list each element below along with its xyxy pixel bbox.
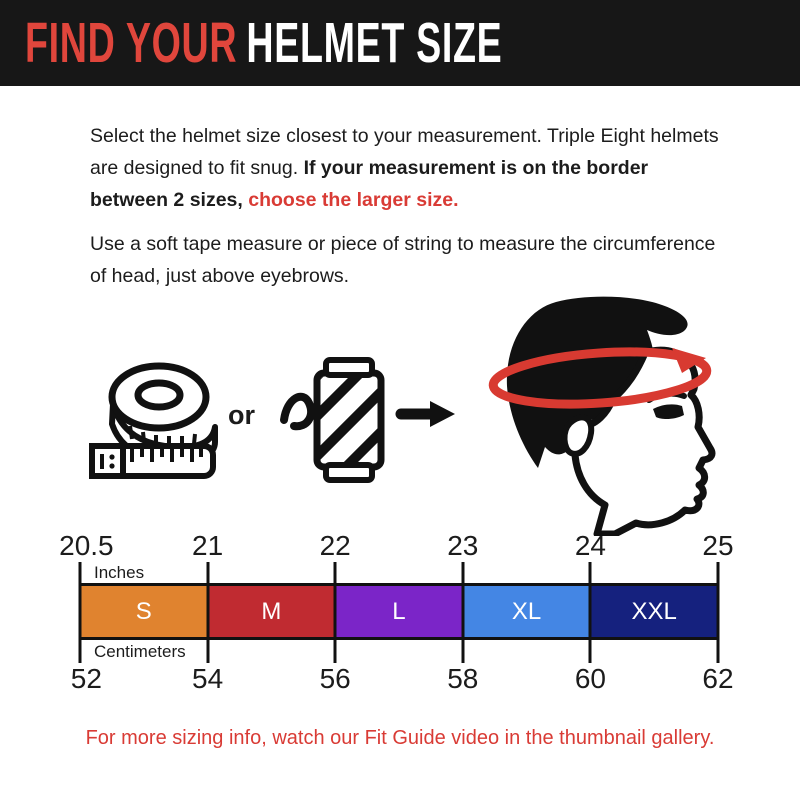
choose-larger-size-text: choose the larger size. [248,189,459,211]
measure-paragraph: Use a soft tape measure or piece of stri… [90,228,730,292]
inch-label: 22 [319,530,351,561]
tape-measure-icon [89,362,218,479]
inch-label: 20.5 [59,530,114,561]
cm-label: 60 [574,663,606,694]
size-band-bar: S M L XL XXL [80,583,718,640]
cm-label: 56 [319,663,351,694]
size-band-s: S [80,586,208,637]
inch-label: 25 [702,530,734,561]
measure-line-1: Use a soft tape measure or piece of stri… [90,233,716,255]
size-band-l: L [335,586,463,637]
scale-tick [588,562,592,663]
intro-paragraph: Select the helmet size closest to your m… [90,120,730,216]
measuring-band-ellipse [488,347,712,409]
scale-tick [716,562,720,663]
cm-label: 62 [702,663,734,694]
size-band-xl: XL [462,586,591,637]
scale-tick [78,562,82,663]
head-profile-with-measuring-band-icon [488,296,716,536]
scale-tick [206,562,210,663]
cm-label: 54 [192,663,224,694]
page-title-white: HELMET SIZE [246,11,503,75]
scale-tick [461,562,465,663]
scale-tick [333,562,337,663]
inches-unit-label: Inches [94,563,145,582]
page-title: FIND YOUR HELMET SIZE [25,10,502,76]
size-scale: 20.5 21 22 23 24 25 Inches S M L XL XXL … [59,530,733,696]
measure-line-2: of head, just above eyebrows. [90,265,350,287]
centimeters-unit-label: Centimeters [94,642,186,661]
intro-line-2: are designed to fit snug. If your measur… [90,157,649,179]
fit-guide-note: For more sizing info, watch our Fit Guid… [85,727,715,749]
intro-line-1: Select the helmet size closest to your m… [90,125,719,147]
string-spool-icon [280,357,385,483]
page-title-red: FIND YOUR [25,11,238,75]
inch-label: 21 [192,530,224,561]
how-to-measure-illustration: or [0,296,800,536]
cm-label: 52 [70,663,102,694]
header-bar: FIND YOUR HELMET SIZE [0,0,800,86]
inch-label: 23 [447,530,479,561]
right-arrow-icon [395,401,455,427]
cm-label: 58 [447,663,479,694]
size-band-m: M [207,586,336,637]
or-label: or [228,400,255,430]
size-band-xxl: XXL [590,586,718,637]
intro-line-3: between 2 sizes, choose the larger size. [90,189,459,211]
measuring-band-arrowhead [672,348,706,373]
inch-label: 24 [574,530,606,561]
